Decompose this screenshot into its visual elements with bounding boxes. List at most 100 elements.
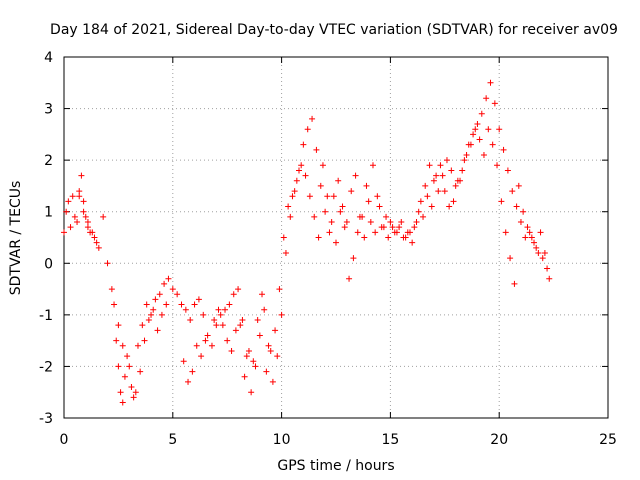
data-point: [317, 182, 324, 189]
data-point: [182, 306, 189, 313]
data-point: [333, 239, 339, 246]
data-point: [280, 234, 287, 241]
x-tick-label: 15: [381, 432, 399, 448]
data-point: [480, 151, 487, 158]
data-point: [341, 224, 348, 231]
data-point: [539, 255, 546, 262]
data-point: [152, 296, 159, 303]
data-point: [126, 363, 133, 370]
data-point: [524, 224, 531, 231]
data-point: [367, 219, 374, 226]
y-tick-label: -2: [39, 359, 53, 375]
data-point: [235, 286, 242, 293]
data-point: [406, 229, 413, 236]
data-point: [215, 306, 222, 313]
data-points: [61, 79, 553, 406]
data-point: [328, 219, 335, 226]
data-point: [252, 363, 259, 370]
data-point: [411, 224, 418, 231]
data-point: [296, 167, 303, 174]
data-point: [222, 306, 229, 313]
data-point: [289, 193, 296, 200]
data-point: [470, 131, 477, 138]
data-point: [354, 229, 361, 236]
data-point: [467, 141, 474, 148]
data-point: [343, 219, 350, 226]
data-point: [245, 347, 252, 354]
data-point: [439, 172, 446, 179]
data-point: [428, 203, 435, 210]
data-point: [443, 157, 450, 164]
data-point: [417, 198, 424, 205]
data-point: [169, 286, 176, 293]
data-point: [259, 291, 266, 298]
data-point: [535, 249, 542, 256]
data-point: [67, 224, 74, 231]
data-point: [409, 239, 416, 246]
data-point: [393, 229, 400, 236]
data-point: [324, 193, 331, 200]
data-point: [91, 234, 98, 241]
data-point: [369, 162, 376, 169]
data-point: [287, 213, 294, 220]
y-tick-label: -3: [39, 411, 53, 427]
data-point: [76, 188, 83, 195]
data-point: [507, 255, 514, 262]
x-tick-label: 10: [273, 432, 291, 448]
data-point: [113, 337, 120, 344]
data-point: [359, 213, 366, 220]
data-point: [213, 322, 220, 329]
x-tick-labels: 0 5 10 15 20 25: [60, 432, 617, 448]
data-point: [402, 234, 409, 241]
data-point: [204, 332, 211, 339]
data-point: [452, 182, 459, 189]
y-tick-label: 4: [44, 50, 53, 66]
data-point: [435, 188, 442, 195]
data-point: [422, 182, 429, 189]
data-point: [420, 213, 427, 220]
data-point: [100, 213, 107, 220]
y-tick-label: 0: [44, 256, 53, 272]
data-point: [544, 265, 551, 272]
data-point: [298, 162, 305, 169]
data-point: [230, 291, 237, 298]
data-point: [348, 188, 355, 195]
data-point: [80, 208, 87, 215]
x-axis-label: GPS time / hours: [277, 458, 394, 474]
data-point: [115, 322, 122, 329]
data-point: [185, 378, 192, 385]
data-point: [446, 203, 453, 210]
data-point: [502, 229, 509, 236]
data-point: [304, 126, 311, 133]
data-point: [128, 384, 135, 391]
data-point: [137, 368, 144, 375]
data-point: [398, 219, 405, 226]
y-axis-label: SDTVAR / TECUs: [8, 181, 24, 296]
data-point: [241, 373, 248, 380]
data-point: [256, 332, 263, 339]
data-point: [78, 172, 85, 179]
plot-frame: [63, 56, 609, 419]
data-point: [504, 167, 511, 174]
data-point: [272, 327, 279, 334]
data-point: [459, 167, 466, 174]
data-point: [437, 162, 444, 169]
data-point: [365, 198, 372, 205]
data-point: [385, 234, 392, 241]
data-point: [200, 311, 207, 318]
data-point: [265, 342, 272, 349]
data-point: [485, 126, 492, 133]
data-point: [313, 146, 320, 153]
data-point: [372, 229, 379, 236]
data-point: [65, 198, 72, 205]
data-point: [326, 229, 333, 236]
data-point: [150, 306, 157, 313]
data-point: [376, 203, 383, 210]
data-point: [117, 389, 124, 396]
data-point: [95, 244, 102, 251]
data-point: [239, 317, 246, 324]
data-point: [426, 162, 433, 169]
data-point: [448, 167, 455, 174]
data-point: [111, 301, 118, 308]
